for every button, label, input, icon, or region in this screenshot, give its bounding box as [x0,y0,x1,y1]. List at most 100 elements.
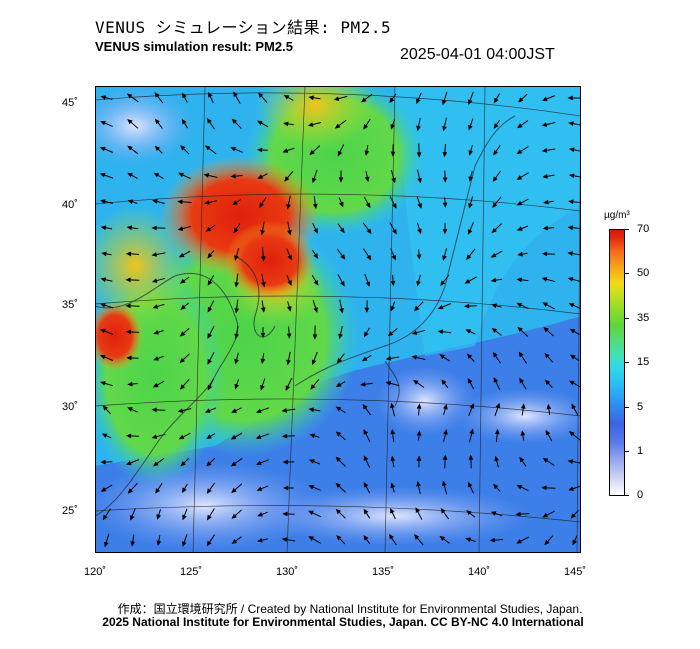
colorbar-tick [624,451,629,452]
wind-vector-head [440,507,446,514]
wind-vector-head [336,357,342,364]
wind-vector-head [177,226,184,231]
wind-vector-head [392,228,397,235]
wind-vector-head [207,280,213,286]
wind-vector-head [411,355,418,360]
wind-vector-head [282,511,288,517]
wind-vector-head [257,174,264,179]
wind-vector-head [230,461,237,467]
wind-vector-head [493,377,499,383]
wind-vector-head [542,96,548,102]
wind-vector-head [442,177,448,183]
wind-vector-head [125,277,131,283]
lat-label-25: 25˚ [62,505,78,517]
wind-vector-head [339,227,345,234]
wind-vector-head [308,510,314,516]
wind-vector-head [571,403,577,410]
wind-vector-head [312,203,318,210]
wind-vector-head [100,381,106,386]
wind-vector-head [467,377,473,384]
colorbar-tick [624,273,629,274]
wind-vector-head [541,148,548,153]
wind-vector-head [364,176,370,183]
wind-vector-head [442,202,448,208]
lon-label-140: 140˚ [468,566,491,578]
wind-vector-head [542,512,548,518]
wind-vector-head [312,334,318,340]
wind-vector-head [568,199,574,205]
wind-vector-head [234,358,239,365]
wind-vector-head [442,229,448,235]
wind-vector-head [416,403,422,409]
wind-vector-head [439,535,446,541]
wind-vector-head [230,146,236,152]
title-japanese: VENUS シミュレーション結果: PM2.5 [95,18,392,37]
wind-vector-head [390,151,396,157]
wind-vector-head [519,456,525,463]
wind-vector-head [308,536,315,541]
wind-vector-head [541,251,548,257]
wind-vector-head [231,408,237,413]
wind-vector-head [152,382,159,388]
wind-vector-head [440,280,446,286]
wind-vector-head [126,460,132,466]
wind-vector-head [516,484,523,490]
colorbar-label-50: 50 [637,267,650,279]
wind-vector-head [151,278,158,283]
wind-vector-head [206,488,212,494]
wind-vector-head [231,513,237,519]
wind-vector-head [390,482,396,489]
wind-vector-head [180,304,186,310]
forecast-timestamp: 2025-04-01 04:00JST [400,46,555,63]
wind-vector-head [154,145,161,152]
wind-vector-head [308,95,314,101]
wind-vector-head [234,282,240,288]
wind-vector-head [127,488,133,494]
wind-vector-head [100,459,106,465]
wind-vector-head [567,95,573,101]
wind-vector-head [416,125,421,132]
wind-vector-head [568,173,575,179]
wind-vector-head [309,149,315,156]
wind-vector-head [102,405,108,411]
wind-vector-head [363,481,369,488]
wind-vector-head [231,118,238,124]
colorbar-tick [624,229,629,230]
wind-vector-head [255,460,262,466]
wind-vector-head [569,380,575,386]
wind-vector-head [491,303,498,309]
wind-vector-head [127,119,133,125]
wind-vector-head [516,175,523,180]
wind-vector-head [230,434,237,440]
wind-vector-head [182,541,187,547]
wind-vector-head [257,512,263,517]
wind-vector-head [230,173,236,179]
wind-vector-head [437,304,444,310]
wind-vector-head [233,227,239,234]
wind-vector-head [207,252,213,259]
wind-vector-head [388,533,394,540]
wind-vector-head [203,173,210,178]
wind-vector-head [492,351,498,358]
wind-vector-head [99,172,106,178]
wind-vector-head [363,508,369,515]
credit-line-1: 作成：国立環境研究所 / Created by National Institu… [117,602,583,616]
wind-vector-head [390,280,396,287]
wind-vector-head [206,461,212,467]
wind-vector-head [100,95,107,100]
wind-vector-head [260,307,266,313]
wind-vector-head [469,403,475,409]
wind-vector-head [567,225,573,231]
wind-vector-head [313,228,318,234]
wind-vector-head [260,384,265,391]
wind-vector-head [416,98,421,105]
wind-vector-head [180,461,186,467]
wind-vector-head [179,384,186,390]
wind-vector-head [417,228,422,235]
wind-vector-head [363,455,369,461]
wind-vector-head [178,172,184,178]
wind-vector-head [181,118,187,125]
wind-vector-head [490,277,497,283]
wind-vector-head [416,280,421,287]
wind-vector-head [206,434,212,440]
